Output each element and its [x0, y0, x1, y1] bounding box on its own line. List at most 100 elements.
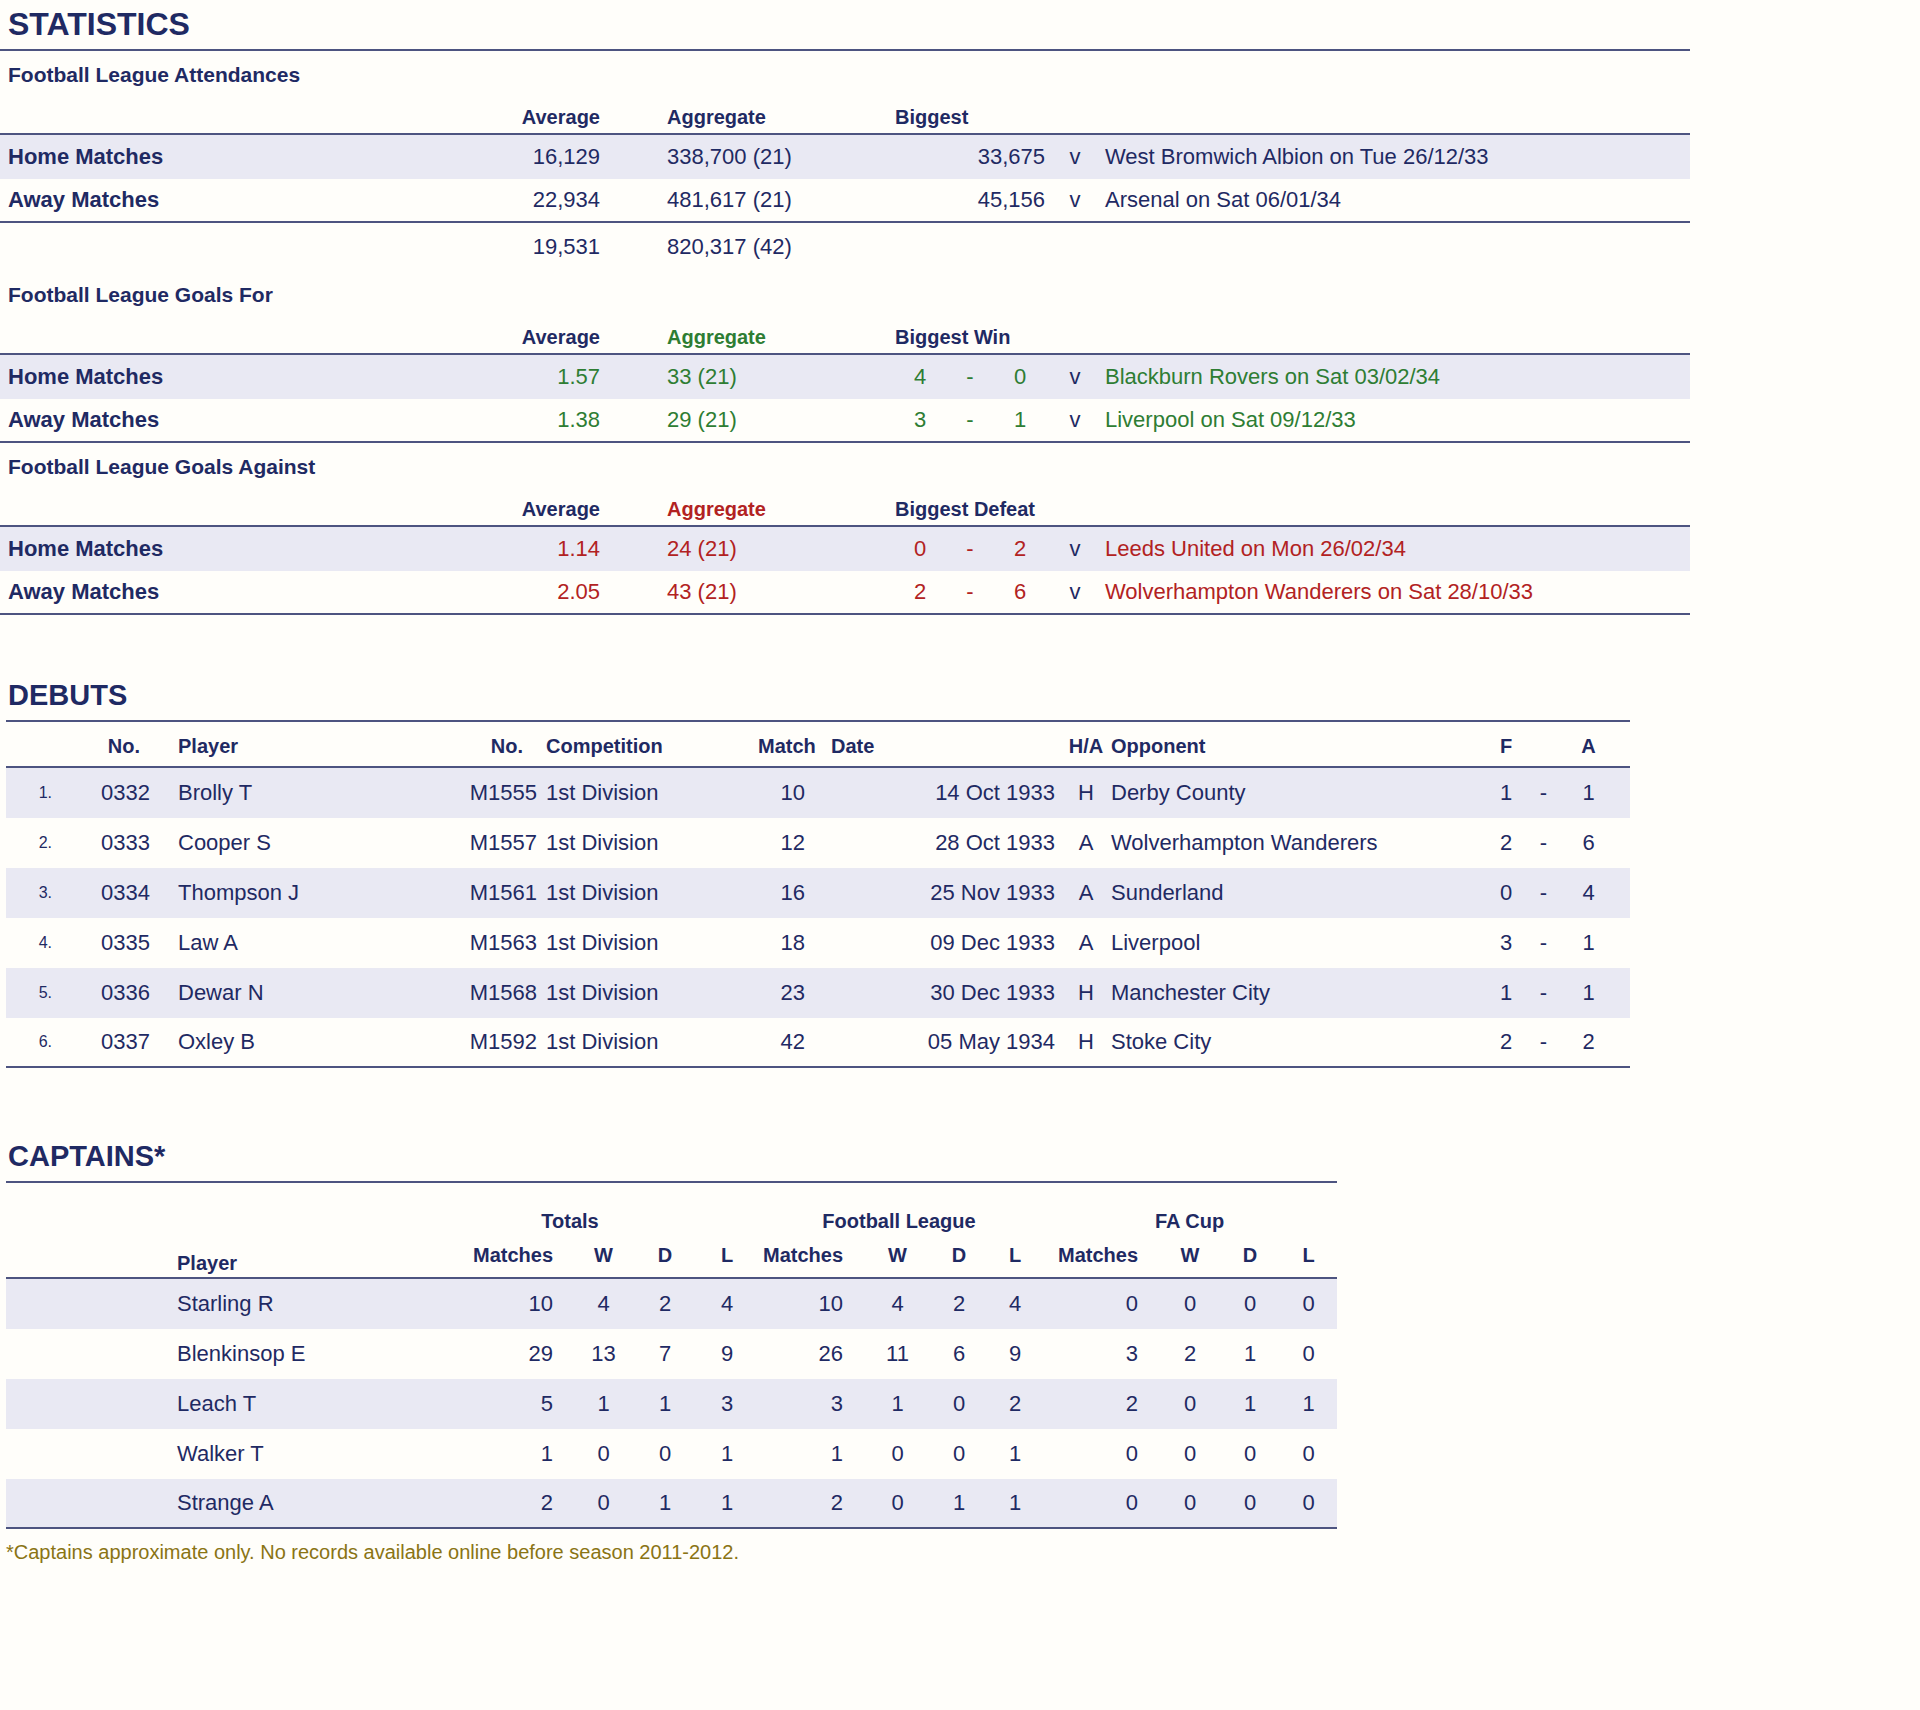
score-dash: - — [945, 536, 995, 562]
debut-row-3: 3. 0334 Thompson J M1561 1st Division 16… — [6, 868, 1630, 918]
league-matches: 1 — [756, 1441, 865, 1467]
aggregate-value: 43 (21) — [665, 579, 895, 605]
league-l: 1 — [988, 1490, 1042, 1516]
opponent-value: West Bromwich Albion on Tue 26/12/33 — [1105, 144, 1690, 170]
league-w: 0 — [865, 1490, 930, 1516]
home-away: A — [1061, 930, 1111, 956]
facup-d: 1 — [1220, 1341, 1280, 1367]
aggregate-value: 338,700 (21) — [665, 144, 895, 170]
header-date: Date — [813, 735, 1061, 758]
aggregate-value: 29 (21) — [665, 407, 895, 433]
opponent-value: Derby County — [1111, 780, 1491, 806]
facup-w: 0 — [1160, 1391, 1220, 1417]
header-w: W — [865, 1244, 930, 1267]
row-label: Home Matches — [0, 536, 370, 562]
opponent-value: Blackburn Rovers on Sat 03/02/34 — [1105, 364, 1690, 390]
versus-label: v — [1045, 407, 1105, 433]
opponent-value: Liverpool — [1111, 930, 1491, 956]
header-l: L — [698, 1244, 756, 1267]
totals-w: 0 — [575, 1441, 632, 1467]
player-name: Brolly T — [156, 780, 438, 806]
date-value: 05 May 1934 — [813, 1029, 1061, 1055]
aggregate-value: 33 (21) — [665, 364, 895, 390]
header-aggregate: Aggregate — [665, 326, 895, 349]
total-aggregate-value: 820,317 (42) — [665, 234, 895, 260]
attendance-away-row: Away Matches 22,934 481,617 (21) 45,156 … — [0, 179, 1690, 223]
league-w: 1 — [865, 1391, 930, 1417]
totals-w: 4 — [575, 1291, 632, 1317]
header-f: F — [1491, 735, 1521, 758]
captain-row-5: Strange A 2 0 1 1 2 0 1 1 0 0 0 0 — [6, 1479, 1337, 1529]
average-value: 16,129 — [370, 144, 600, 170]
score-against: 1 — [995, 407, 1045, 433]
opponent-value: Arsenal on Sat 06/01/34 — [1105, 187, 1690, 213]
goals-for-header-row: Average Aggregate Biggest Win — [0, 321, 1690, 355]
totals-matches: 10 — [384, 1291, 575, 1317]
versus-label: v — [1045, 536, 1105, 562]
score-dash: - — [1521, 780, 1566, 806]
score-against: 0 — [995, 364, 1045, 390]
facup-l: 1 — [1280, 1391, 1337, 1417]
debuts-header-row: No. Player No. Competition Match Date H/… — [6, 722, 1630, 768]
facup-w: 0 — [1160, 1490, 1220, 1516]
facup-l: 0 — [1280, 1291, 1337, 1317]
header-w: W — [1160, 1244, 1220, 1267]
header-competition: Competition — [543, 735, 758, 758]
average-value: 22,934 — [370, 187, 600, 213]
header-aggregate: Aggregate — [665, 498, 895, 521]
facup-matches: 0 — [1042, 1490, 1160, 1516]
attendance-home-row: Home Matches 16,129 338,700 (21) 33,675 … — [0, 135, 1690, 179]
goals-against-header-row: Average Aggregate Biggest Defeat — [0, 493, 1690, 527]
facup-matches: 2 — [1042, 1391, 1160, 1417]
header-player: Player — [6, 1252, 384, 1277]
debut-row-6: 6. 0337 Oxley B M1592 1st Division 42 05… — [6, 1018, 1630, 1068]
score-against: 4 — [1566, 880, 1611, 906]
score-dash: - — [1521, 880, 1566, 906]
row-label: Away Matches — [0, 407, 370, 433]
score-against: 1 — [1566, 780, 1611, 806]
totals-l: 9 — [698, 1341, 756, 1367]
goals-against-section-title: Football League Goals Against — [8, 455, 1920, 479]
facup-w: 0 — [1160, 1441, 1220, 1467]
league-matches: 2 — [756, 1490, 865, 1516]
league-matches: 10 — [756, 1291, 865, 1317]
row-index: 6. — [6, 1033, 56, 1051]
totals-d: 1 — [632, 1391, 698, 1417]
header-ha: H/A — [1061, 735, 1111, 758]
competition: 1st Division — [543, 980, 758, 1006]
league-d: 1 — [930, 1490, 988, 1516]
header-d: D — [632, 1244, 698, 1267]
score-for: 2 — [1491, 830, 1521, 856]
header-match-no: No. — [438, 735, 543, 758]
score-dash: - — [1521, 1029, 1566, 1055]
league-d: 0 — [930, 1391, 988, 1417]
header-biggest: Biggest — [895, 106, 1045, 129]
facup-l: 0 — [1280, 1490, 1337, 1516]
competition: 1st Division — [543, 830, 758, 856]
competition: 1st Division — [543, 1029, 758, 1055]
facup-matches: 3 — [1042, 1341, 1160, 1367]
score-dash: - — [945, 364, 995, 390]
match-number: M1592 — [438, 1029, 543, 1055]
header-w: W — [575, 1244, 632, 1267]
match-number: M1557 — [438, 830, 543, 856]
attendances-header-row: Average Aggregate Biggest — [0, 101, 1690, 135]
goals-against-away-row: Away Matches 2.05 43 (21) 2 - 6 v Wolver… — [0, 571, 1690, 615]
date-value: 09 Dec 1933 — [813, 930, 1061, 956]
score-for: 0 — [1491, 880, 1521, 906]
league-d: 6 — [930, 1341, 988, 1367]
player-name: Blenkinsop E — [6, 1341, 384, 1367]
row-index: 2. — [6, 834, 56, 852]
score-against: 2 — [1566, 1029, 1611, 1055]
debut-row-4: 4. 0335 Law A M1563 1st Division 18 09 D… — [6, 918, 1630, 968]
match-value: 12 — [758, 830, 813, 856]
totals-matches: 5 — [384, 1391, 575, 1417]
player-number: 0336 — [56, 980, 156, 1006]
home-away: H — [1061, 980, 1111, 1006]
row-index: 5. — [6, 984, 56, 1002]
totals-matches: 29 — [384, 1341, 575, 1367]
attendances-section-title: Football League Attendances — [8, 63, 1920, 87]
match-value: 23 — [758, 980, 813, 1006]
captains-footnote: *Captains approximate only. No records a… — [6, 1541, 1920, 1564]
goals-for-section: Football League Goals For Average Aggreg… — [0, 283, 1920, 443]
